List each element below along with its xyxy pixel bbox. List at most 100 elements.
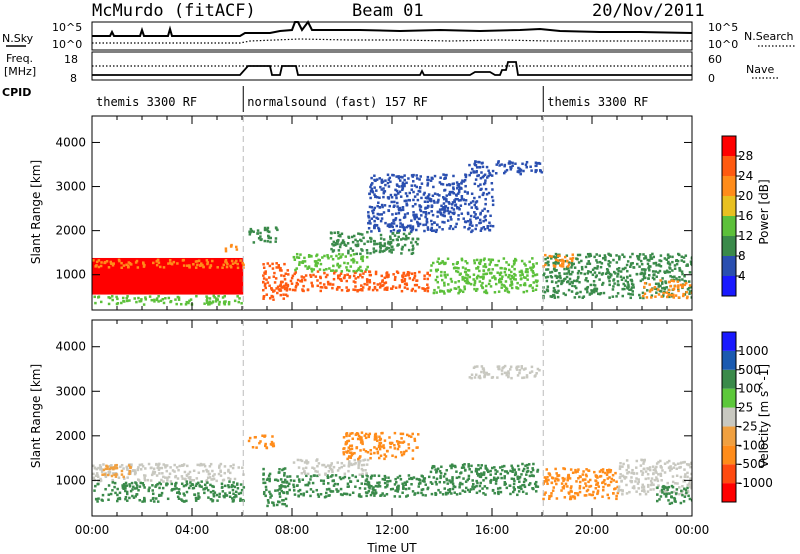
data-cell (366, 283, 369, 286)
data-cell (92, 464, 95, 468)
data-cell (577, 269, 581, 273)
data-cell (550, 257, 553, 260)
data-cell (589, 270, 593, 274)
data-cell (273, 281, 277, 284)
data-cell (300, 278, 304, 281)
data-cell (678, 466, 681, 469)
data-cell (646, 485, 650, 488)
data-cell (687, 286, 691, 290)
data-cell (182, 264, 186, 267)
data-cell (417, 485, 420, 488)
data-cell (531, 289, 535, 292)
data-cell (462, 217, 465, 220)
data-cell (512, 277, 516, 281)
data-cell (338, 476, 342, 479)
data-cell (307, 255, 311, 258)
data-cell (690, 499, 692, 502)
data-cell (396, 184, 399, 187)
data-cell (365, 278, 369, 281)
data-cell (512, 468, 515, 471)
data-cell (236, 266, 240, 270)
data-cell (375, 224, 379, 227)
data-cell (602, 485, 605, 489)
data-cell (378, 196, 381, 199)
data-cell (615, 254, 618, 257)
data-cell (670, 501, 674, 505)
data-cell (642, 285, 646, 289)
data-cell (530, 470, 533, 474)
data-cell (608, 296, 611, 299)
data-cell (402, 228, 406, 232)
data-cell (641, 278, 644, 281)
data-cell (476, 274, 480, 278)
data-cell (185, 490, 189, 494)
data-cell (669, 274, 672, 278)
data-cell (347, 469, 350, 473)
data-cell (275, 266, 278, 269)
data-cell (283, 471, 286, 475)
data-cell (336, 285, 340, 289)
data-cell (609, 469, 613, 472)
data-cell (306, 461, 310, 464)
data-cell (632, 266, 635, 269)
data-cell (360, 233, 364, 236)
data-cell (206, 488, 210, 492)
data-cell (553, 266, 556, 270)
data-cell (561, 265, 565, 268)
data-cell (485, 291, 488, 294)
data-cell (525, 160, 529, 164)
data-cell (397, 442, 400, 446)
velocity-colorbar-swatch (722, 464, 736, 484)
data-cell (328, 466, 332, 470)
data-cell (602, 291, 606, 295)
data-cell (126, 476, 129, 479)
data-cell (573, 296, 577, 299)
data-cell (239, 499, 242, 502)
data-cell (520, 259, 524, 263)
data-cell (415, 215, 419, 219)
data-cell (263, 271, 266, 275)
data-cell (383, 204, 387, 207)
data-cell (324, 275, 328, 279)
data-cell (671, 260, 674, 264)
data-cell (431, 261, 435, 265)
data-cell (157, 464, 160, 467)
data-cell (390, 245, 393, 248)
data-cell (658, 498, 661, 501)
data-cell (407, 474, 411, 477)
data-cell (339, 487, 343, 491)
data-cell (520, 487, 523, 491)
data-cell (266, 226, 270, 230)
data-cell (383, 276, 387, 280)
data-cell (316, 279, 319, 282)
data-cell (359, 459, 362, 463)
data-cell (441, 220, 444, 224)
data-cell (339, 243, 342, 246)
data-cell (336, 461, 339, 464)
data-cell (292, 485, 296, 489)
data-cell (259, 238, 263, 242)
data-cell (666, 295, 669, 299)
data-cell (576, 279, 579, 282)
data-cell (412, 476, 416, 479)
data-cell (683, 460, 686, 464)
data-cell (648, 290, 652, 293)
data-cell (459, 272, 462, 275)
data-cell (461, 179, 464, 182)
freq-line (92, 61, 692, 76)
data-cell (398, 218, 402, 222)
data-cell (660, 488, 664, 492)
data-cell (373, 474, 376, 477)
data-cell (489, 479, 492, 483)
data-cell (366, 483, 369, 486)
data-cell (345, 432, 348, 436)
data-cell (423, 200, 427, 203)
data-cell (568, 277, 572, 281)
data-cell (426, 175, 430, 179)
data-cell (179, 302, 183, 306)
data-cell (365, 463, 369, 466)
data-cell (439, 472, 443, 475)
data-cell (441, 260, 444, 263)
data-cell (666, 461, 669, 464)
data-cell (628, 490, 631, 494)
